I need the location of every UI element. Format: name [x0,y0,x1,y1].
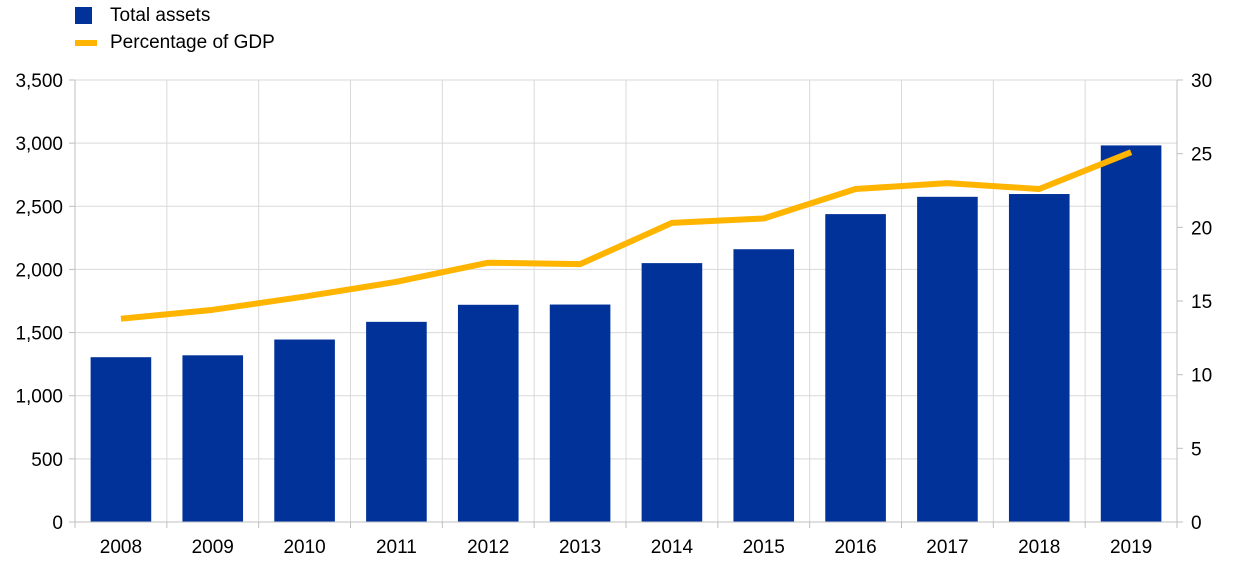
legend-label-percentage-of-gdp: Percentage of GDP [110,31,275,53]
bar-2015 [733,249,795,523]
y-left-tick-label: 3,000 [15,134,63,155]
bar-2009 [182,355,244,522]
x-tick-label: 2009 [192,537,234,558]
y-left-tick-label: 2,500 [15,197,63,218]
x-tick-label: 2016 [834,537,876,558]
y-left-tick-label: 2,000 [15,260,63,281]
x-tick-label: 2017 [926,537,968,558]
x-tick-label: 2014 [651,537,694,558]
y-right-tick-label: 10 [1191,366,1212,387]
legend-item-percentage-of-gdp: Percentage of GDP [75,29,275,56]
x-tick-label: 2012 [467,537,509,558]
y-left-tick-label: 1,500 [15,324,63,345]
legend-swatch-percentage-of-gdp [75,39,97,46]
y-left-tick-label: 0 [52,513,63,534]
chart-legend: Total assets Percentage of GDP [75,2,275,56]
bar-2010 [274,339,335,522]
y-right-tick-label: 5 [1191,439,1202,460]
x-tick-label: 2010 [283,537,325,558]
x-tick-label: 2018 [1018,537,1060,558]
x-tick-label: 2013 [559,537,601,558]
axes: 0 500 1,000 1,500 2,000 2,500 3,000 3,500 0 5 10 15… [15,71,1212,558]
bar-2008 [90,357,152,522]
bar-2019 [1100,145,1162,522]
y-left-tick-label: 1,000 [15,387,63,408]
bar-2011 [366,321,427,522]
line-path-percentage-of-gdp [120,149,1133,322]
legend-swatch-total-assets [75,7,92,24]
y-left-tick-label: 500 [31,450,63,471]
y-right-tick-label: 30 [1191,71,1212,92]
x-tick-label: 2015 [743,537,785,558]
bar-2016 [825,214,886,523]
y-right-tick-label: 25 [1191,145,1212,166]
bar-2014 [641,263,703,522]
bar-2013 [549,304,611,522]
bars-total-assets [90,145,1162,523]
y-right-tick-label: 0 [1191,513,1202,534]
x-tick-label: 2008 [100,537,142,558]
legend-item-total-assets: Total assets [75,2,275,29]
bar-2018 [1008,194,1070,522]
x-tick-label: 2019 [1110,537,1152,558]
y-right-tick-label: 15 [1191,292,1212,313]
bar-2017 [917,196,978,523]
legend-label-total-assets: Total assets [110,4,211,26]
y-right-tick-label: 20 [1191,218,1212,239]
y-left-tick-label: 3,500 [15,71,63,92]
x-tick-label: 2011 [376,537,417,558]
line-percentage-of-gdp [120,149,1133,322]
bar-2012 [457,304,519,522]
